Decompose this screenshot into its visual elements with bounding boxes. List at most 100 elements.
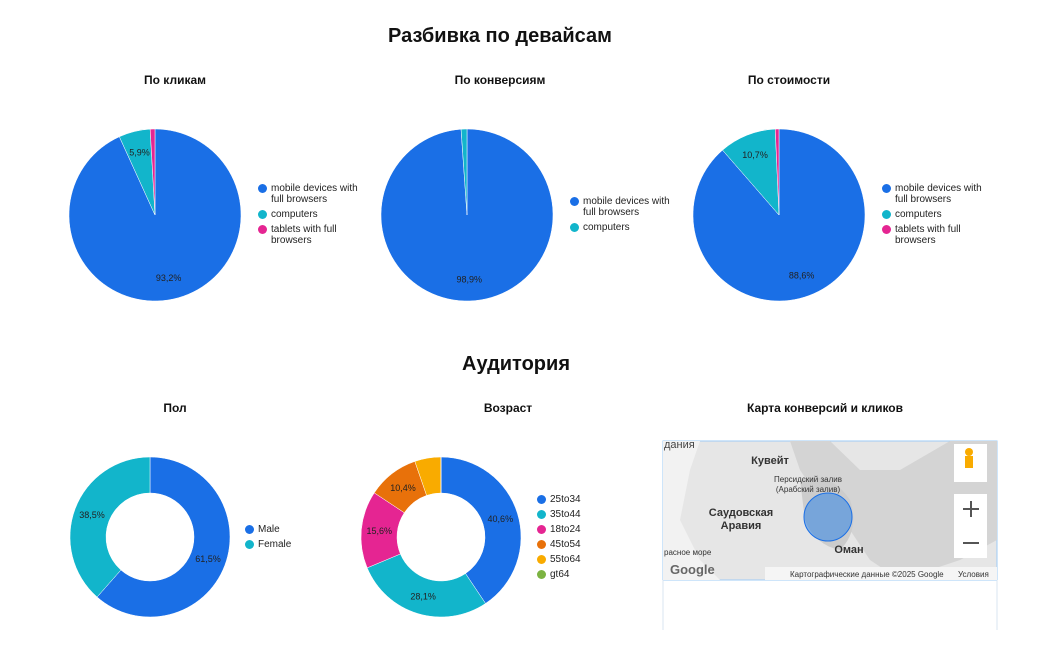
slice [366, 553, 486, 618]
map-label: Кувейт [751, 455, 789, 467]
legend-marker [570, 223, 579, 232]
legend-marker [537, 555, 546, 564]
data-label: 88,6% [789, 270, 815, 280]
legend-item: mobile devices with full browsers [570, 196, 670, 218]
legend-item: 35to44 [537, 509, 637, 520]
slice [440, 456, 522, 604]
map-label: Оман [834, 544, 863, 556]
legend-marker [882, 225, 891, 234]
data-label: 61,5% [195, 554, 221, 564]
chart-title: Пол [163, 401, 186, 415]
legend-item: 25to34 [537, 494, 637, 505]
slice [774, 128, 780, 216]
data-label: 93,2% [156, 273, 182, 283]
legend-label: tablets with full browsers [895, 224, 961, 246]
map-label: расное море [664, 548, 712, 557]
legend-marker [882, 210, 891, 219]
slice [149, 128, 156, 216]
legend-label: tablets with full browsers [271, 224, 337, 246]
legend-item: computers [882, 209, 982, 220]
legend-label: Male [258, 524, 280, 535]
legend-label: gt64 [550, 569, 570, 580]
map-label: Персидский залив [774, 475, 842, 484]
map-logo: Google [670, 562, 715, 577]
legend-label: computers [583, 222, 630, 233]
data-label: 28,1% [410, 591, 436, 601]
map-label: дания [664, 439, 695, 451]
chart-title: По стоимости [748, 73, 830, 87]
legend-item: Female [245, 539, 345, 550]
map-label: Аравия [721, 520, 762, 532]
legend-item: mobile devices with full browsers [882, 183, 982, 205]
slice [460, 128, 468, 216]
legend-label: mobile devices with full browsers [895, 183, 982, 205]
legend-marker [258, 210, 267, 219]
legend-item: mobile devices with full browsers [258, 183, 358, 205]
legend-item: gt64 [537, 569, 637, 580]
legend-label: 25to34 [550, 494, 581, 505]
chart-title: Карта конверсий и кликов [747, 401, 903, 415]
legend: mobile devices with full browsers compute… [258, 183, 358, 250]
pegman [965, 456, 973, 468]
map[interactable] [662, 440, 998, 630]
legend-label: computers [895, 209, 942, 220]
data-label: 98,9% [456, 274, 482, 284]
map-label: Саудовская [709, 507, 773, 519]
legend-marker [537, 525, 546, 534]
legend-label: 55to64 [550, 554, 581, 565]
legend-label: 35to44 [550, 509, 581, 520]
legend-marker [882, 184, 891, 193]
legend-marker [537, 510, 546, 519]
legend-item: 55to64 [537, 554, 637, 565]
pie-chart: 93,2% 5,9% [68, 128, 242, 302]
legend-label: Female [258, 539, 292, 550]
legend-marker [245, 540, 254, 549]
legend: mobile devices with full browsers compute… [570, 196, 670, 237]
zoom-icons [963, 501, 979, 544]
pegman[interactable] [965, 448, 973, 456]
data-label: 15,6% [367, 526, 393, 536]
legend-label: 18to24 [550, 524, 581, 535]
pie-chart: 88,6% 10,7% [692, 128, 866, 302]
map-terms[interactable]: Условия [958, 570, 989, 579]
map-bubble[interactable] [803, 492, 853, 542]
data-label: 10,4% [390, 483, 416, 493]
legend-item: 45to54 [537, 539, 637, 550]
chart-title: По конверсиям [455, 73, 546, 87]
legend: mobile devices with full browsers compute… [882, 183, 982, 250]
legend-marker [537, 495, 546, 504]
slice [68, 128, 242, 302]
legend-marker [258, 184, 267, 193]
map-attribution: Картографические данные ©2025 Google [790, 570, 944, 579]
land [790, 441, 997, 580]
pie-chart: 98,9% [380, 128, 554, 302]
legend-item: 18to24 [537, 524, 637, 535]
donut-chart: 40,6% 28,1% 15,6% 10,4% [360, 456, 522, 618]
legend-item: computers [570, 222, 670, 233]
chart-title: Возраст [484, 401, 532, 415]
chart-title: По кликам [144, 73, 206, 87]
legend-marker [537, 540, 546, 549]
legend-item: computers [258, 209, 358, 220]
legend: Male Female [245, 524, 345, 554]
data-label: 38,5% [79, 510, 105, 520]
section-title: Аудитория [462, 353, 570, 375]
section-title: Разбивка по девайсам [388, 25, 612, 47]
legend-label: mobile devices with full browsers [271, 183, 358, 205]
legend-label: computers [271, 209, 318, 220]
legend-item: tablets with full browsers [258, 224, 358, 246]
legend-item: Male [245, 524, 345, 535]
legend: 25to34 35to44 18to24 45to54 55to64 gt64 [537, 494, 637, 584]
legend-marker [537, 570, 546, 579]
land [663, 441, 720, 580]
legend-marker [258, 225, 267, 234]
slice [69, 456, 151, 598]
legend-item: tablets with full browsers [882, 224, 982, 246]
data-label: 40,6% [488, 514, 514, 524]
map-label: (Арабский залив) [776, 485, 841, 494]
legend-marker [245, 525, 254, 534]
attribution-bar [765, 567, 997, 580]
slice [96, 456, 231, 618]
